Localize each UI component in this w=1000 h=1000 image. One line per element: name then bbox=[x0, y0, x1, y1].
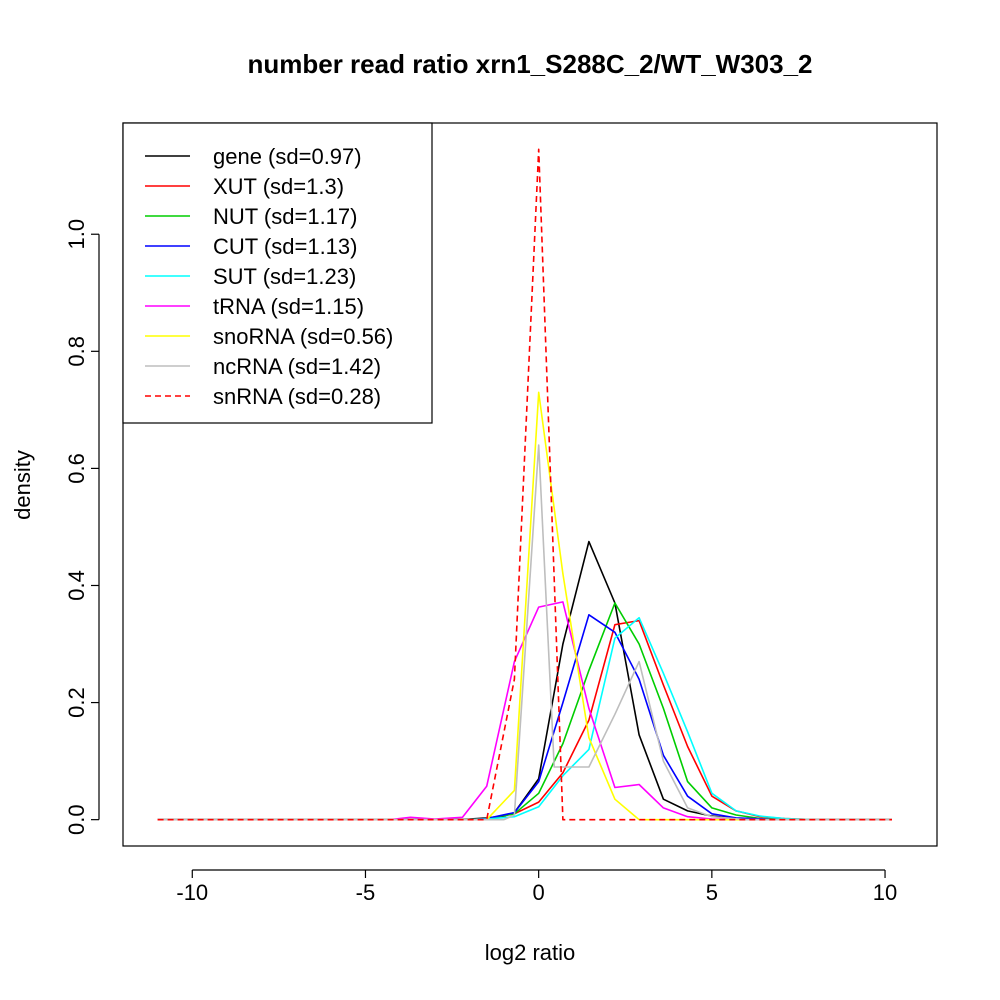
y-tick-label-5: 1.0 bbox=[64, 219, 89, 250]
legend-label-7: ncRNA (sd=1.42) bbox=[213, 354, 381, 379]
y-axis-label: density bbox=[10, 450, 35, 520]
y-tick-label-3: 0.6 bbox=[64, 453, 89, 484]
plot-layer: -10 -5 0 5 10 0.0 0.2 0.4 0.6 0.8 1.0 gene (sd=0.97… bbox=[64, 122, 938, 905]
plot-frame bbox=[122, 122, 938, 847]
y-tick-label-4: 0.8 bbox=[64, 336, 89, 367]
series-line-7 bbox=[157, 444, 892, 821]
legend-label-2: NUT (sd=1.17) bbox=[213, 204, 357, 229]
legend-label-3: CUT (sd=1.13) bbox=[213, 234, 357, 259]
legend-label-6: snoRNA (sd=0.56) bbox=[213, 324, 393, 349]
legend-label-0: gene (sd=0.97) bbox=[213, 144, 362, 169]
legend-box bbox=[122, 122, 433, 424]
y-tick-label-2: 0.4 bbox=[64, 570, 89, 601]
x-axis-label: log2 ratio bbox=[485, 940, 576, 965]
y-tick-label-1: 0.2 bbox=[64, 687, 89, 718]
legend-label-5: tRNA (sd=1.15) bbox=[213, 294, 364, 319]
y-tick-label-0: 0.0 bbox=[64, 804, 89, 835]
series-line-5 bbox=[157, 601, 892, 821]
series-line-3 bbox=[157, 614, 892, 821]
x-tick-label-4: 10 bbox=[873, 880, 897, 905]
x-tick-label-1: -5 bbox=[356, 880, 376, 905]
chart-title: number read ratio xrn1_S288C_2/WT_W303_2 bbox=[247, 49, 812, 79]
x-tick-label-0: -10 bbox=[176, 880, 208, 905]
series-line-0 bbox=[157, 540, 892, 821]
legend-label-1: XUT (sd=1.3) bbox=[213, 174, 344, 199]
series-line-2 bbox=[157, 602, 892, 821]
series-line-8 bbox=[157, 148, 892, 821]
x-tick-label-2: 0 bbox=[533, 880, 545, 905]
legend-label-8: snRNA (sd=0.28) bbox=[213, 384, 381, 409]
series-line-4 bbox=[157, 616, 892, 821]
x-tick-label-3: 5 bbox=[706, 880, 718, 905]
legend-label-4: SUT (sd=1.23) bbox=[213, 264, 356, 289]
series-line-6 bbox=[157, 391, 892, 821]
